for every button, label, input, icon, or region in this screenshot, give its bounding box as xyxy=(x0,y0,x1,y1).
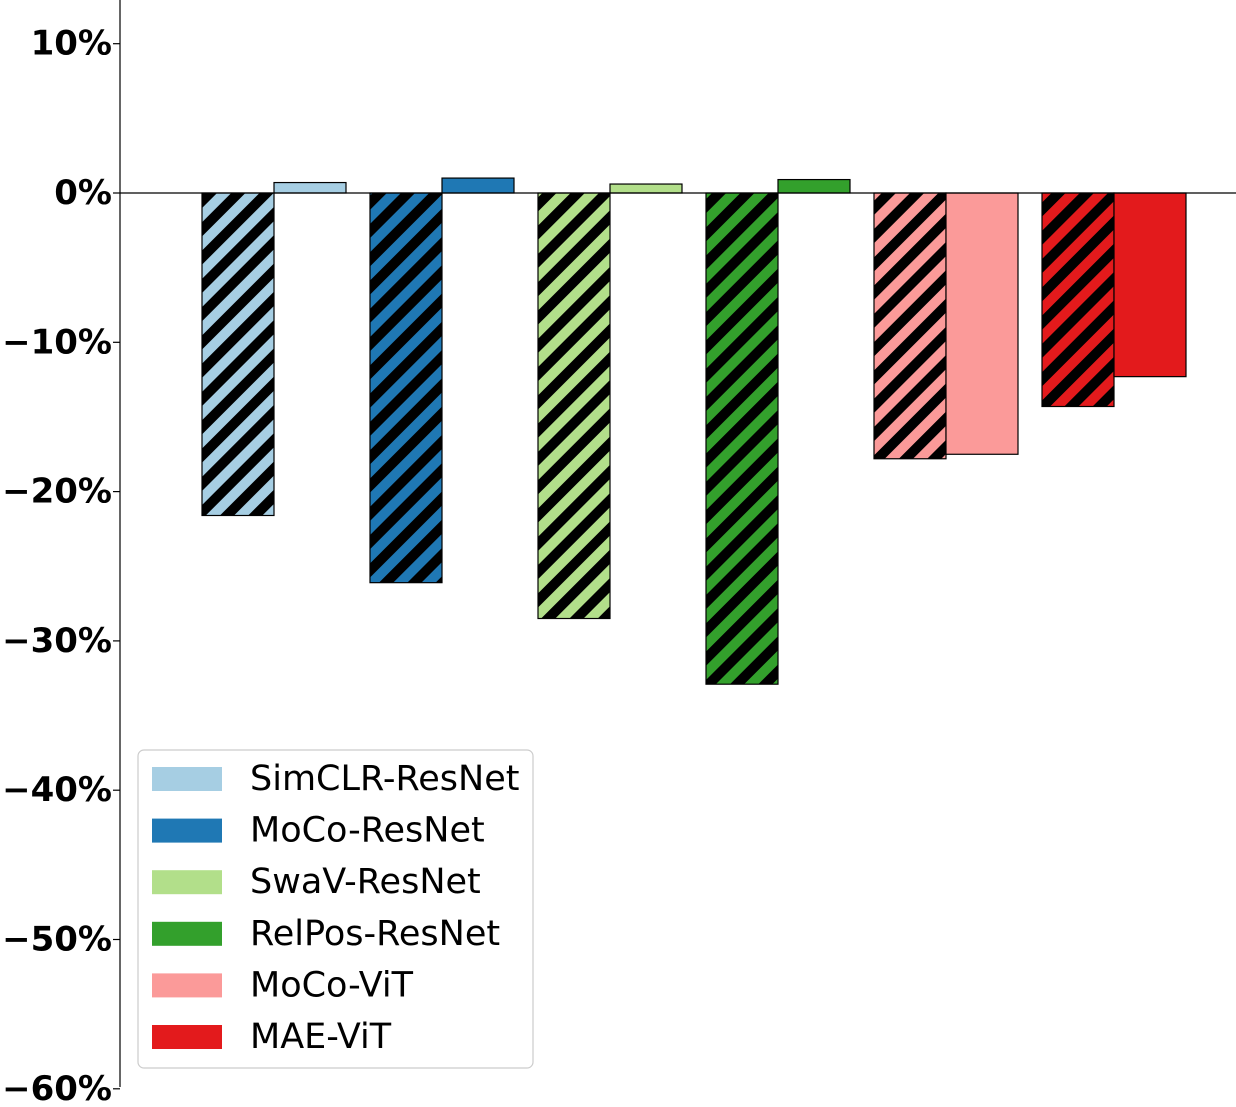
y-tick-label: −20% xyxy=(2,472,112,512)
legend-label: SwaV-ResNet xyxy=(250,862,481,902)
bar-simclr-resnet-hatched xyxy=(201,192,275,517)
bar-moco-resnet-solid xyxy=(441,177,515,194)
bar-swav-resnet-hatched xyxy=(537,192,611,620)
y-tick-label: 0% xyxy=(54,173,112,213)
legend-swatch xyxy=(152,973,222,998)
legend-swatch xyxy=(152,870,222,895)
legend-label: MAE-ViT xyxy=(250,1017,392,1057)
legend: SimCLR-ResNet MoCo-ResNet SwaV-ResNet RelPo… xyxy=(137,749,534,1069)
y-tick-label: −30% xyxy=(2,621,112,661)
bar-relpos-resnet-hatched xyxy=(705,192,779,685)
bar-relpos-resnet-solid xyxy=(777,178,851,194)
legend-label: SimCLR-ResNet xyxy=(250,759,519,799)
bar-swav-resnet-solid xyxy=(609,183,683,194)
legend-label: MoCo-ResNet xyxy=(250,811,485,851)
legend-swatch xyxy=(152,921,222,946)
bar-moco-vit-hatched xyxy=(873,192,947,460)
legend-label: MoCo-ViT xyxy=(250,965,414,1005)
y-tick-label: −60% xyxy=(2,1069,112,1107)
y-axis-ticks: 10% 0% −10% −20% −30% −40% −50% −60% xyxy=(2,24,120,1107)
legend-swatch xyxy=(152,818,222,843)
y-tick-label: −50% xyxy=(2,920,112,960)
bar-moco-resnet-hatched xyxy=(369,192,443,584)
axes-group xyxy=(119,0,1236,1087)
bar-moco-vit-solid xyxy=(945,192,1019,455)
bar-mae-vit-solid xyxy=(1113,192,1187,378)
bar-mae-vit-hatched xyxy=(1041,192,1115,408)
bar-simclr-resnet-solid xyxy=(273,181,347,194)
y-tick-label: 10% xyxy=(31,24,112,64)
legend-frame xyxy=(137,749,534,1069)
legend-label: RelPos-ResNet xyxy=(250,914,500,954)
legend-swatch xyxy=(152,1025,222,1049)
y-tick-label: −10% xyxy=(2,322,112,362)
bars-group xyxy=(201,177,1187,685)
y-tick-label: −40% xyxy=(2,770,112,810)
legend-swatch xyxy=(152,767,222,791)
